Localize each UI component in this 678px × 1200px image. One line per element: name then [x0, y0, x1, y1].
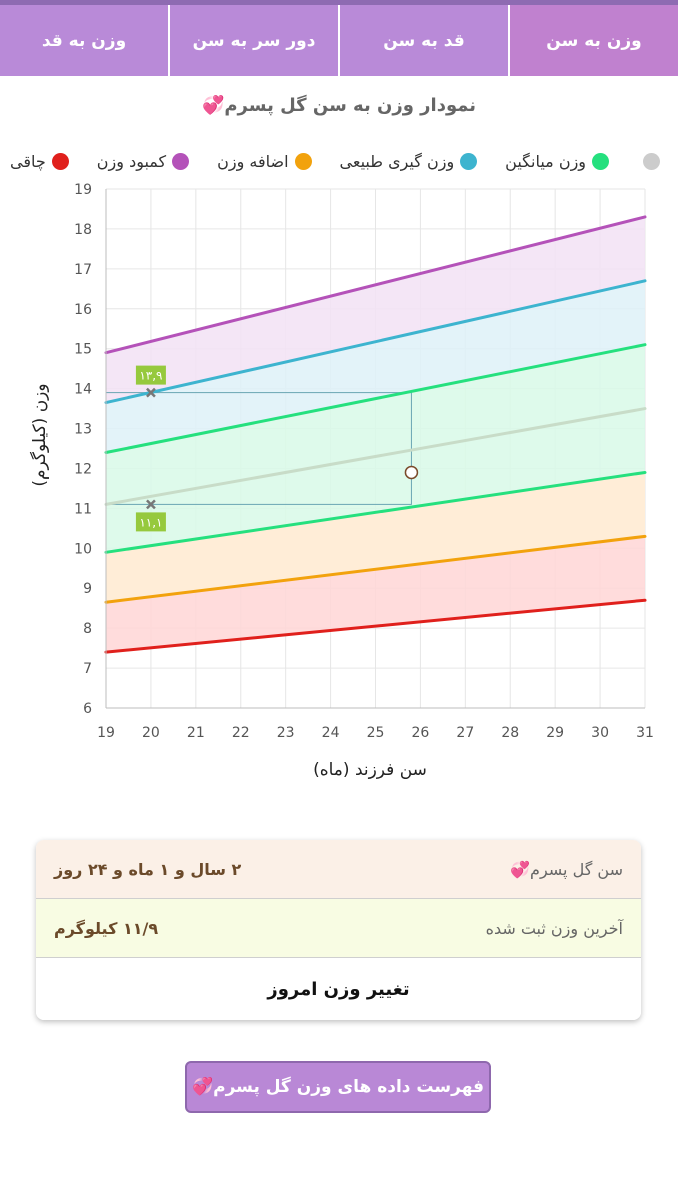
x-tick-label: 21	[187, 725, 205, 741]
chart-title: نمودار وزن به سن گل پسرم💞	[0, 95, 678, 116]
x-axis-label: سن فرزند (ماه)	[313, 760, 427, 780]
series-line	[104, 534, 647, 604]
heart-icon: 💞	[191, 1077, 214, 1097]
tab-bar: وزن به قد دور سر به سن قد به سن وزن به س…	[0, 5, 678, 76]
y-tick-label: 12	[74, 461, 92, 477]
series-line	[104, 407, 647, 506]
legend-label: وزن گیری طبیعی	[339, 151, 455, 171]
age-value: ۲ سال و ۱ ماه و ۲۴ روز	[54, 859, 242, 879]
series-line	[104, 598, 647, 654]
legend-item-overweight[interactable]: اضافه وزن	[217, 151, 312, 171]
y-tick-label: 13	[74, 422, 92, 438]
legend-dot-icon	[294, 152, 312, 170]
tab-height-age[interactable]: قد به سن	[340, 5, 510, 76]
chart-legend: چاقی کمبود وزن اضافه وزن وزن گیری طبیعی …	[10, 148, 660, 174]
legend-item-extra[interactable]	[637, 152, 660, 170]
x-tick-label: 22	[232, 725, 250, 741]
x-tick-label: 20	[142, 725, 160, 741]
chart-band	[106, 280, 645, 453]
legend-item-normal[interactable]: وزن گیری طبیعی	[340, 152, 478, 171]
x-tick-label: 23	[277, 725, 295, 741]
age-label-text: سن گل پسرم	[530, 859, 623, 879]
y-tick-label: 16	[74, 302, 92, 318]
y-axis-label: وزن (کیلوگرم)	[30, 383, 50, 487]
chart-band	[106, 216, 645, 403]
tab-headcirc-age[interactable]: دور سر به سن	[170, 5, 340, 76]
legend-dot-icon	[592, 152, 610, 170]
age-label: سن گل پسرم💞	[510, 860, 623, 879]
x-tick-label: 24	[322, 725, 340, 741]
legend-item-average[interactable]: وزن میانگین	[505, 151, 610, 171]
age-row: سن گل پسرم💞 ۲ سال و ۱ ماه و ۲۴ روز	[36, 840, 641, 899]
series-line	[104, 279, 647, 405]
legend-item-obesity[interactable]: چاقی	[10, 152, 69, 171]
tab-weight-height[interactable]: وزن به قد	[0, 5, 170, 76]
x-tick-label: 27	[456, 725, 474, 741]
x-tick-label: 28	[501, 725, 519, 741]
series-line	[104, 215, 647, 355]
x-tick-label: 29	[546, 725, 564, 741]
y-tick-label: 11	[74, 501, 92, 517]
y-tick-label: 15	[74, 342, 92, 358]
y-tick-label: 19	[74, 182, 92, 198]
x-mark-icon	[146, 387, 156, 398]
change-weight-label: تغییر وزن امروز	[267, 978, 410, 1000]
legend-dot-icon	[643, 152, 660, 170]
last-weight-value: ۱۱/۹ کیلوگرم	[54, 918, 159, 938]
current-weight-point	[404, 465, 419, 480]
info-card: سن گل پسرم💞 ۲ سال و ۱ ماه و ۲۴ روز آخرین…	[36, 840, 641, 1020]
legend-label: وزن میانگین	[505, 151, 587, 171]
legend-dot-icon	[51, 152, 69, 170]
x-tick-label: 31	[636, 725, 654, 741]
heart-icon: 💞	[510, 859, 531, 879]
y-tick-label: 14	[74, 382, 92, 398]
x-tick-label: 26	[412, 725, 430, 741]
chart-title-text: نمودار وزن به سن گل پسرم	[224, 95, 477, 116]
weight-list-label: فهرست داده های وزن گل پسرم	[213, 1077, 485, 1097]
legend-label: چاقی	[10, 151, 46, 171]
legend-item-underweight[interactable]: کمبود وزن	[96, 151, 190, 171]
series-line	[104, 343, 647, 454]
legend-dot-icon	[460, 152, 478, 170]
series-line	[104, 470, 647, 554]
mark-label-box	[135, 512, 166, 532]
heart-icon: 💞	[201, 95, 225, 116]
chart-band	[106, 344, 645, 553]
x-tick-label: 19	[97, 725, 115, 741]
legend-dot-icon	[172, 152, 190, 170]
y-tick-label: 18	[74, 222, 92, 238]
mark-label-box	[135, 365, 166, 385]
x-tick-label: 25	[367, 725, 385, 741]
mark-label: ۱۱,۱	[139, 515, 162, 529]
status-strip	[0, 0, 678, 5]
chart-band	[106, 472, 645, 603]
y-tick-label: 7	[83, 661, 92, 677]
mark-label: ۱۳,۹	[139, 369, 162, 383]
y-tick-label: 10	[74, 541, 92, 557]
tab-weight-age[interactable]: وزن به سن	[510, 5, 678, 76]
change-weight-button[interactable]: تغییر وزن امروز	[36, 958, 641, 1020]
legend-label: کمبود وزن	[96, 151, 167, 171]
legend-label: اضافه وزن	[217, 151, 289, 171]
y-tick-label: 6	[83, 701, 92, 717]
last-weight-row: آخرین وزن ثبت شده ۱۱/۹ کیلوگرم	[36, 899, 641, 958]
weight-list-button[interactable]: فهرست داده های وزن گل پسرم 💞	[185, 1061, 491, 1113]
y-tick-label: 8	[83, 621, 92, 637]
weight-age-chart: 6 7 8 9 10 11 12 13 14 15 16 17 18 19 19 20 21 22 23 24 25 26…	[74, 182, 654, 741]
x-tick-label: 30	[591, 725, 609, 741]
y-tick-label: 9	[83, 581, 92, 597]
last-weight-label: آخرین وزن ثبت شده	[485, 918, 623, 938]
x-mark-icon	[146, 499, 156, 510]
y-tick-label: 17	[74, 262, 92, 278]
